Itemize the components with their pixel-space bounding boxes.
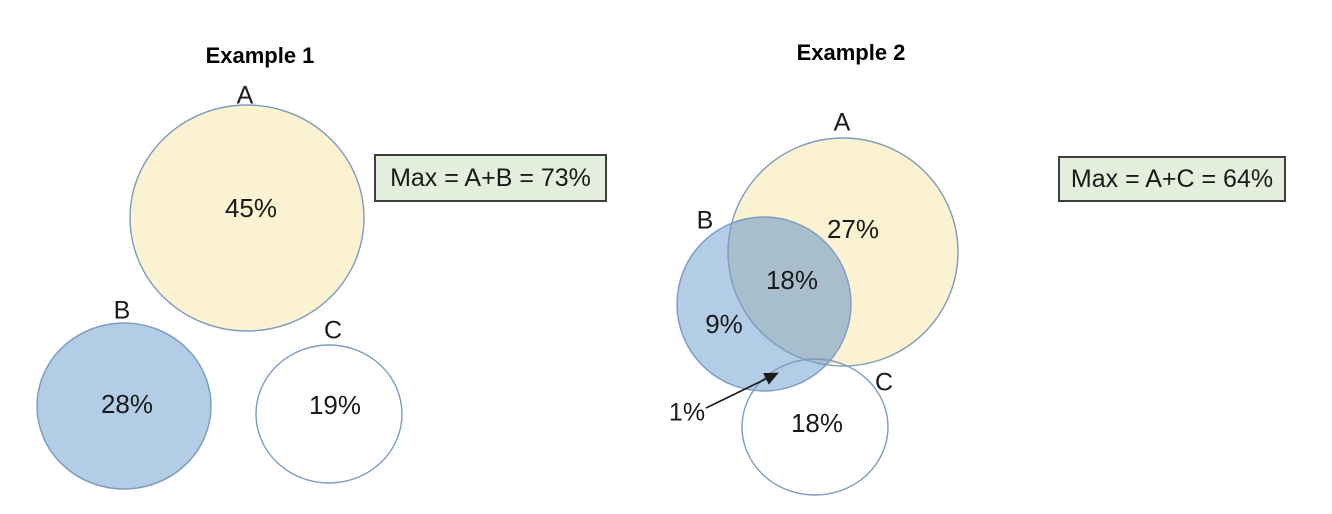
ex2-value-c: 18% [790,408,844,438]
ex1-circle-b [36,322,212,490]
bc-overlap-arrow [705,372,779,409]
ex2-circle-b-outline [676,216,852,392]
ex2-label-c: C [874,368,894,397]
ex2-value-a: 27% [826,214,880,244]
ex1-circle-c [255,344,403,484]
ex2-circle-a-outline [727,137,959,367]
ex2-value-ab: 18% [765,265,819,295]
ex2-circle-c [741,358,889,496]
ex1-value-c: 19% [308,390,362,420]
ex2-value-b: 9% [705,309,743,339]
ex1-label-c: C [323,316,343,345]
ex1-max-box: Max = A+B = 73% [374,154,607,202]
ex1-title: Example 1 [205,43,315,68]
ex1-label-a: A [236,81,254,110]
ex1-max-label: Max = A+B = 73% [390,163,591,192]
ex1-value-a: 45% [224,193,278,223]
ex2-label-b: B [696,206,714,235]
ex1-circle-a [129,104,365,332]
ex2-max-box: Max = A+C = 64% [1058,156,1286,202]
ex1-value-b: 28% [100,389,154,419]
ex2-label-a: A [833,108,851,137]
ex2-overlap-ab [728,217,851,366]
ex2-title: Example 2 [796,40,906,65]
ex2-max-label: Max = A+C = 64% [1070,164,1274,193]
ex2-value-bc: 1% [668,398,706,427]
ex1-label-b: B [113,296,131,325]
